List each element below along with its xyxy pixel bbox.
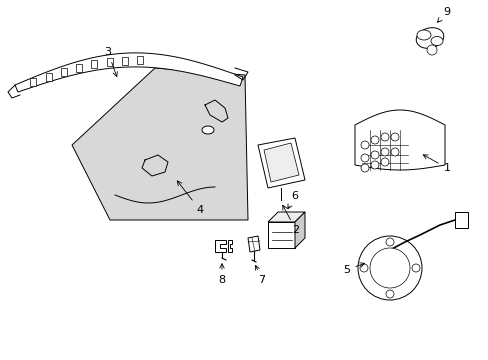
Polygon shape bbox=[267, 222, 294, 248]
Circle shape bbox=[370, 136, 378, 144]
Circle shape bbox=[390, 133, 398, 141]
Text: 5: 5 bbox=[343, 263, 364, 275]
Text: 2: 2 bbox=[282, 205, 299, 235]
Circle shape bbox=[380, 133, 388, 141]
Circle shape bbox=[357, 236, 421, 300]
Polygon shape bbox=[258, 138, 305, 188]
Circle shape bbox=[359, 264, 367, 272]
Polygon shape bbox=[354, 110, 444, 170]
Polygon shape bbox=[264, 143, 298, 182]
Circle shape bbox=[370, 151, 378, 159]
Circle shape bbox=[360, 164, 368, 172]
Circle shape bbox=[385, 238, 393, 246]
Text: 7: 7 bbox=[255, 265, 265, 285]
Polygon shape bbox=[215, 240, 225, 252]
Polygon shape bbox=[72, 68, 247, 220]
Text: 9: 9 bbox=[437, 7, 449, 22]
Text: 1: 1 bbox=[423, 155, 449, 173]
Polygon shape bbox=[15, 53, 243, 92]
Text: 4: 4 bbox=[177, 181, 203, 215]
Bar bbox=[76, 64, 82, 72]
Circle shape bbox=[426, 45, 436, 55]
Ellipse shape bbox=[416, 30, 430, 40]
Circle shape bbox=[360, 141, 368, 149]
Bar bbox=[61, 68, 67, 76]
Bar bbox=[106, 58, 113, 66]
Ellipse shape bbox=[415, 28, 443, 48]
Circle shape bbox=[411, 264, 419, 272]
Bar bbox=[45, 73, 51, 81]
Bar bbox=[137, 57, 143, 64]
Ellipse shape bbox=[430, 36, 442, 45]
Bar bbox=[30, 78, 36, 86]
Circle shape bbox=[385, 290, 393, 298]
Circle shape bbox=[360, 154, 368, 162]
Bar bbox=[122, 57, 128, 65]
Circle shape bbox=[390, 148, 398, 156]
Polygon shape bbox=[247, 236, 260, 252]
Text: 8: 8 bbox=[218, 264, 225, 285]
Polygon shape bbox=[454, 212, 467, 228]
Text: 6: 6 bbox=[287, 191, 298, 209]
Polygon shape bbox=[294, 212, 305, 248]
Bar bbox=[91, 60, 97, 68]
Circle shape bbox=[380, 158, 388, 166]
Circle shape bbox=[369, 248, 409, 288]
Polygon shape bbox=[267, 212, 305, 222]
Circle shape bbox=[370, 161, 378, 169]
Circle shape bbox=[380, 148, 388, 156]
Text: 3: 3 bbox=[104, 47, 117, 77]
Ellipse shape bbox=[202, 126, 214, 134]
Polygon shape bbox=[227, 240, 231, 252]
